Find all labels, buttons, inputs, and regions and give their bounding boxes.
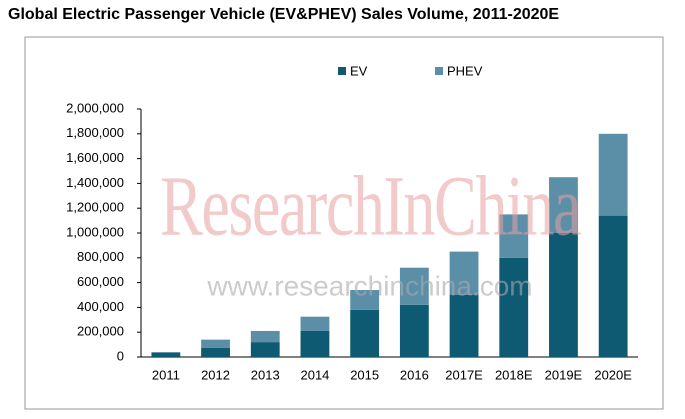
- legend-swatch: [435, 67, 443, 75]
- bar-segment: [598, 215, 628, 357]
- legend-label: EV: [350, 63, 368, 78]
- y-tick-label: 1,800,000: [66, 125, 124, 140]
- bar-segment: [499, 214, 529, 258]
- chart-frame: [24, 36, 664, 410]
- x-tick-label: 2016: [400, 367, 429, 382]
- chart-title: Global Electric Passenger Vehicle (EV&PH…: [8, 6, 559, 23]
- plot-area: 0 200,000 400,000 600,000 800,000 1,000,000 1,…: [66, 63, 638, 382]
- bar-segment: [499, 257, 529, 357]
- bar-segment: [598, 133, 628, 216]
- x-tick-label: 2020E: [594, 367, 632, 382]
- x-tick-label: 2015: [350, 367, 379, 382]
- watermark-url: www.researchinchina.com: [206, 270, 532, 301]
- bar-segment: [350, 309, 380, 357]
- bar-segment: [449, 295, 479, 357]
- x-tick-label: 2012: [201, 367, 230, 382]
- y-tick-label: 1,400,000: [66, 175, 124, 190]
- bar-segment: [250, 330, 280, 343]
- x-tick-label: 2014: [300, 367, 329, 382]
- bar-segment: [300, 316, 330, 331]
- x-tick-label: 2017E: [445, 367, 483, 382]
- y-tick-label: 600,000: [77, 274, 124, 289]
- y-tick-label: 800,000: [77, 249, 124, 264]
- y-tick-label: 1,000,000: [66, 224, 124, 239]
- y-tick-label: 400,000: [77, 299, 124, 314]
- y-tick-label: 0: [117, 348, 124, 363]
- y-tick-label: 1,200,000: [66, 200, 124, 215]
- bar-segment: [201, 339, 230, 348]
- bar-segment: [399, 267, 429, 305]
- bar-segment: [399, 304, 429, 357]
- x-tick-label: 2011: [152, 367, 180, 382]
- bar-segment: [549, 233, 578, 357]
- x-tick-label: 2019E: [545, 367, 583, 382]
- bar-segment: [350, 290, 380, 310]
- bar-segment: [151, 352, 181, 353]
- x-tick-label: 2013: [251, 367, 280, 382]
- legend-label: PHEV: [447, 63, 483, 78]
- bar-segment: [151, 352, 181, 357]
- watermark: ResearchInChina: [160, 158, 581, 254]
- y-tick-label: 2,000,000: [66, 100, 124, 115]
- y-tick-label: 1,600,000: [66, 150, 124, 165]
- x-tick-label: 2018E: [495, 367, 533, 382]
- bar-segment: [201, 347, 230, 357]
- legend-swatch: [338, 67, 346, 75]
- bar-segment: [250, 342, 280, 357]
- bar-segment: [449, 251, 479, 295]
- bar-segment: [549, 177, 578, 233]
- y-tick-label: 200,000: [77, 324, 124, 339]
- bar-segment: [300, 330, 330, 357]
